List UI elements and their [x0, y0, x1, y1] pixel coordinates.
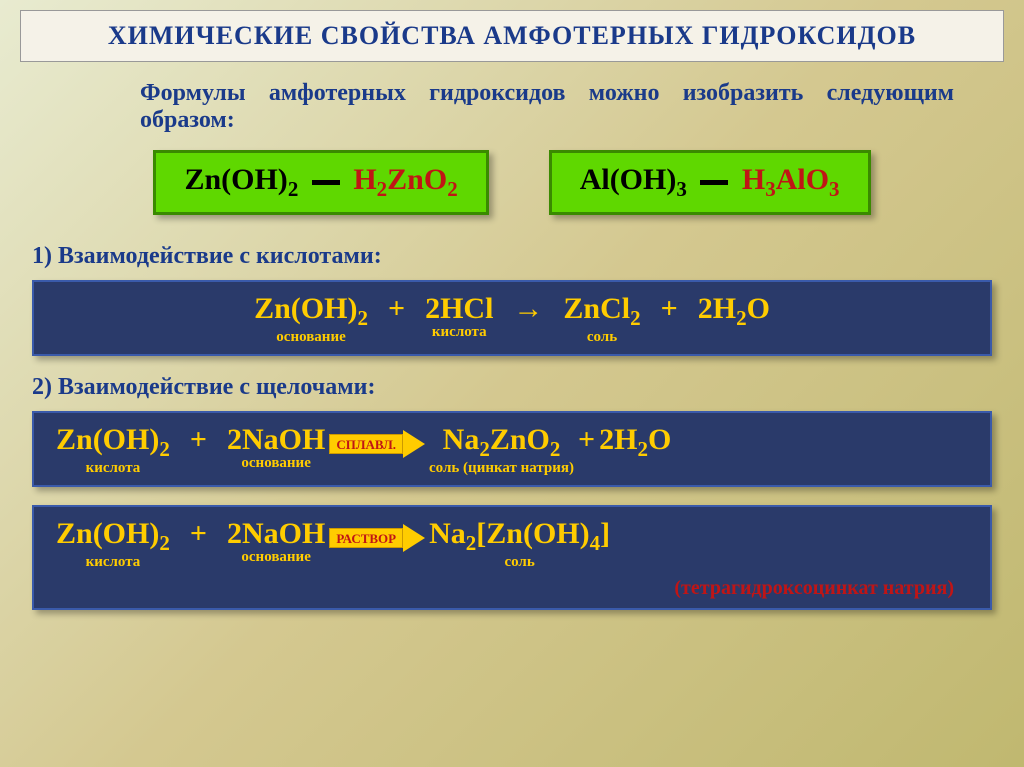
formula-pair-row: Zn(OH)2 H2ZnO2 Al(OH)3 H3AlO3	[20, 150, 1004, 215]
formula-box-zn: Zn(OH)2 H2ZnO2	[153, 150, 488, 215]
formula-box-al: Al(OH)3 H3AlO3	[549, 150, 871, 215]
equation-3-box: Zn(OH)2 кислота + 2NaOH основание РАСТВО…	[32, 505, 992, 610]
page-title: ХИМИЧЕСКИЕ СВОЙСТВА АМФОТЕРНЫХ ГИДРОКСИД…	[37, 21, 987, 51]
equation-2-box: Zn(OH)2 кислота + 2NaOH основание СПЛАВЛ…	[32, 411, 992, 487]
dash-icon	[700, 180, 728, 185]
intro-text: Формулы амфотерных гидроксидов можно изо…	[140, 80, 954, 134]
dash-icon	[312, 180, 340, 185]
title-bar: ХИМИЧЕСКИЕ СВОЙСТВА АМФОТЕРНЫХ ГИДРОКСИД…	[20, 10, 1004, 62]
equation-3-footnote: (тетрагидроксоцинкат натрия)	[56, 577, 954, 600]
arrow-fusion-icon: СПЛАВЛ.	[329, 430, 425, 458]
arrow-solution-icon: РАСТВОР	[329, 524, 425, 552]
equation-1-box: Zn(OH)2 основание + 2HCl кислота → ZnCl2…	[32, 280, 992, 356]
section-2-label: 2) Взаимодействие с щелочами:	[32, 374, 1004, 401]
section-1-label: 1) Взаимодействие с кислотами:	[32, 243, 1004, 270]
